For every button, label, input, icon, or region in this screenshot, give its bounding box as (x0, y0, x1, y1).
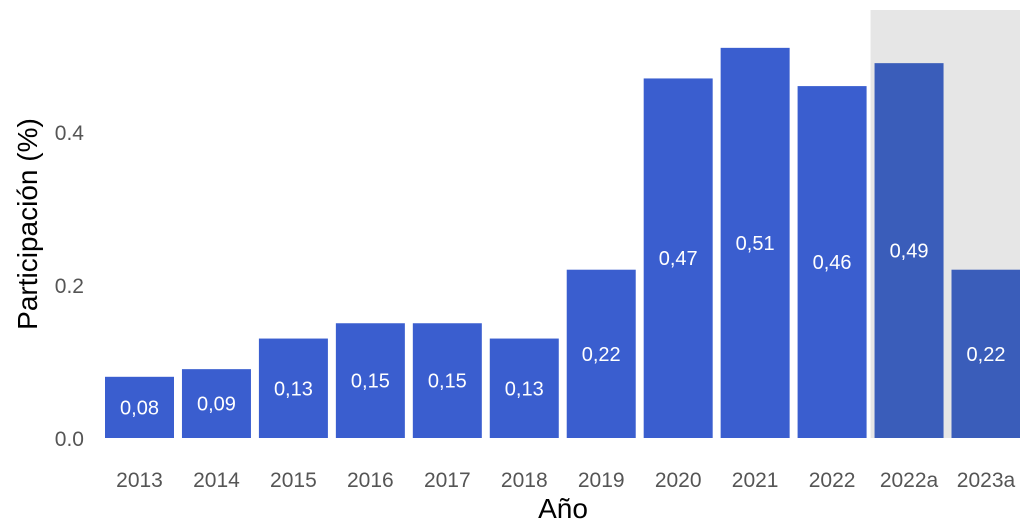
x-tick-label-2015: 2015 (270, 469, 317, 492)
x-ticks-layer: 2013 2014 2015 2016 2017 2018 2019 2020 2021 2022… (116, 469, 1015, 492)
bar-value-label-2022a: 0,49 (890, 241, 929, 263)
x-tick-label-2014: 2014 (193, 469, 240, 492)
x-tick-label-2018: 2018 (501, 469, 548, 492)
x-tick-label-2021: 2021 (732, 469, 779, 492)
bar-value-label-2013: 0,08 (120, 397, 159, 419)
y-tick-label-0.4: 0.4 (55, 122, 85, 145)
x-tick-label-2022: 2022 (809, 469, 856, 492)
y-axis-title: Participación (%) (12, 118, 43, 330)
x-tick-label-2017: 2017 (424, 469, 471, 492)
bar-value-label-2019: 0,22 (582, 344, 621, 366)
bar-value-label-2021: 0,51 (736, 233, 775, 255)
x-tick-label-2016: 2016 (347, 469, 394, 492)
bar-value-label-2014: 0,09 (197, 394, 236, 416)
x-tick-label-2013: 2013 (116, 469, 163, 492)
bar-value-label-2018: 0,13 (505, 378, 544, 400)
x-tick-label-2020: 2020 (655, 469, 702, 492)
bar-value-label-2017: 0,15 (428, 371, 467, 393)
bar-value-label-2020: 0,47 (659, 248, 698, 270)
y-tick-label-0.0: 0.0 (55, 428, 84, 451)
x-tick-label-2019: 2019 (578, 469, 625, 492)
x-axis-title: Año (538, 493, 588, 522)
bar-value-label-2015: 0,13 (274, 378, 313, 400)
x-tick-label-2023a: 2023a (957, 469, 1016, 492)
y-tick-label-0.2: 0.2 (55, 275, 84, 298)
bar-value-label-2016: 0,15 (351, 371, 390, 393)
y-ticks-layer: 0.0 0.2 0.4 (55, 122, 85, 451)
bar-value-label-2023a: 0,22 (967, 344, 1006, 366)
x-tick-label-2022a: 2022a (880, 469, 939, 492)
bar-value-label-2022: 0,46 (813, 252, 852, 274)
bars-layer (105, 48, 1020, 438)
